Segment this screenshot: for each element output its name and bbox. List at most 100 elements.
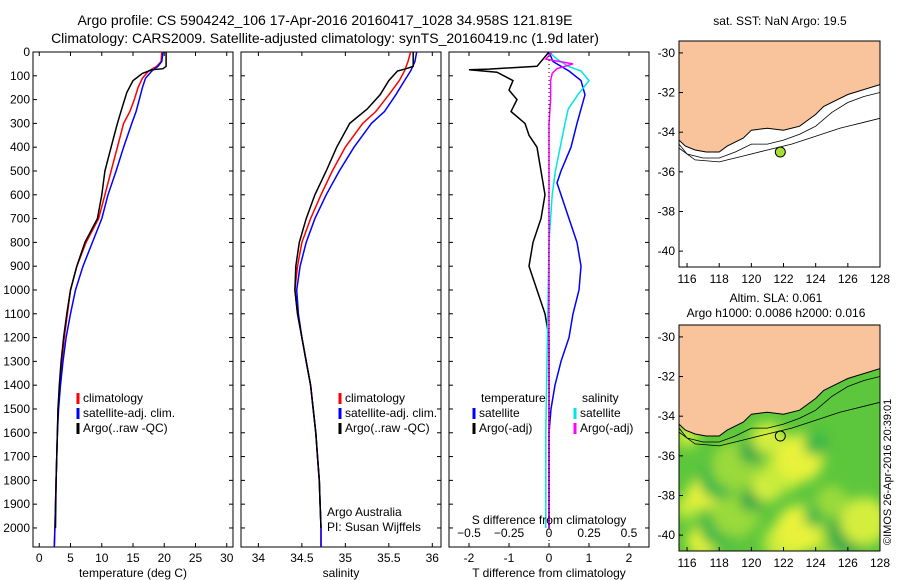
salinity-panel: 34 34.5 35 35.5 36 salinity climatologysatelli… (240, 51, 442, 580)
y-tick-label: 1600 (3, 426, 30, 440)
legend-entry: Argo(-adj) (580, 421, 633, 435)
legend-entry: satellite-adj. clim. (345, 406, 437, 420)
y-tick-label: 1300 (3, 354, 30, 368)
x-tick-label: 122 (774, 556, 794, 570)
x-tick-label: 116 (677, 272, 696, 286)
legend-heading: salinity (582, 391, 619, 405)
difference-series-group (468, 52, 590, 528)
legend-entry: Argo(..raw -QC) (345, 421, 430, 435)
land-mass (679, 41, 880, 153)
y-tick-label: 1500 (3, 402, 30, 416)
y-tick-label: 900 (10, 259, 30, 273)
y-tick-label: 1900 (3, 497, 30, 511)
x-tick-label: 36 (426, 551, 440, 565)
sst_map-frame (678, 40, 881, 268)
legend-entry: climatology (83, 391, 143, 405)
series-line (544, 52, 574, 528)
s-tick-label: 0.25 (577, 526, 601, 540)
x-tick-label: 34 (252, 551, 266, 565)
y-tick-label: 1100 (4, 307, 30, 321)
argo-float-marker (774, 430, 786, 442)
s-tick-label: −0.25 (494, 526, 525, 540)
isobath-line (679, 92, 880, 159)
x-tick-label: 126 (838, 272, 858, 286)
y-tick-label: -32 (658, 86, 676, 100)
y-tick-label: 0 (23, 45, 30, 59)
x-tick-label: 118 (710, 272, 729, 286)
y-tick-label: 600 (10, 188, 30, 202)
sla-blob (839, 497, 880, 546)
y-tick-label: 500 (10, 164, 30, 178)
land-mass (679, 325, 880, 437)
x-tick-label: 35.5 (377, 551, 401, 565)
header-line-2: Climatology: CARS2009. Satellite-adjuste… (51, 30, 599, 46)
temperature-frame (32, 51, 234, 548)
x-tick-label: 5 (67, 551, 74, 565)
y-tick-label: 100 (10, 69, 30, 83)
x-tick-label: 2 (626, 551, 633, 565)
legend-entry: climatology (345, 391, 405, 405)
legend-heading: temperature (481, 391, 546, 405)
legend-entry: Argo(-adj) (479, 421, 532, 435)
y-tick-label: 800 (10, 235, 30, 249)
y-tick-label: 400 (10, 140, 30, 154)
isobath-line (679, 376, 880, 443)
salinity-frame (240, 51, 442, 548)
y-tick-label: 1800 (3, 473, 30, 487)
sst_map-content (679, 41, 880, 163)
y-tick-label: -38 (658, 488, 676, 502)
s-tick-label: 0 (546, 526, 553, 540)
legend-entry: satellite-adj. clim. (83, 406, 175, 420)
y-tick-label: 1000 (3, 283, 30, 297)
x-tick-label: 35 (339, 551, 353, 565)
x-tick-label: 10 (95, 551, 109, 565)
series-line (545, 52, 590, 528)
panel-annotation: PI: Susan Wijffels (327, 520, 421, 534)
series-line (468, 52, 550, 528)
y-tick-label: -40 (658, 244, 676, 258)
difference-panel: -2 -1 0 1 2T difference from climatology −0.5… (448, 51, 650, 580)
sla-blob (803, 431, 828, 456)
sst-map: 116 118 120 122 124 126 128 -30 -32 -34 -36 -38 -40 s… (658, 14, 891, 286)
y-tick-label: 1200 (3, 331, 30, 345)
sla-blob (751, 422, 784, 454)
legend-entry: satellite (580, 406, 621, 420)
s-tick-label: −0.5 (457, 526, 481, 540)
x-tick-label: 0 (36, 551, 43, 565)
y-tick-label: 700 (10, 212, 30, 226)
x-tick-label: 30 (220, 551, 234, 565)
x-axis-label: salinity (323, 566, 360, 580)
y-tick-label: 200 (10, 93, 30, 107)
y-tick-label: -30 (658, 330, 676, 344)
x-tick-label: 120 (741, 556, 761, 570)
panel-annotation: Argo Australia (327, 505, 402, 519)
x-tick-label: 124 (806, 272, 826, 286)
sla-map: 116 118 120 122 124 126 128 -30 -32 -34 -36 -38 -40 A… (658, 291, 891, 570)
map-title: Altim. SLA: 0.061 (730, 291, 823, 305)
legend-entry: Argo(..raw -QC) (83, 421, 168, 435)
x-tick-label: 128 (870, 272, 890, 286)
x-tick-label: 118 (710, 556, 729, 570)
y-tick-label: -34 (658, 409, 676, 423)
series-line (54, 52, 167, 529)
x-tick-label: 124 (806, 556, 826, 570)
s-axis-label: S difference from climatology (472, 513, 627, 527)
salinity-series-group (294, 52, 418, 547)
x-tick-label: 126 (838, 556, 858, 570)
map-title: Argo h1000: 0.0086 h2000: 0.016 (687, 306, 866, 320)
x-tick-label: 128 (870, 556, 890, 570)
series-line (294, 52, 414, 529)
x-tick-label: -1 (504, 551, 515, 565)
argo-float-marker (774, 146, 786, 158)
y-tick-label: -32 (658, 370, 676, 384)
x-tick-label: 120 (741, 272, 761, 286)
x-tick-label: 15 (126, 551, 140, 565)
x-tick-label: 116 (677, 556, 696, 570)
map-title: sat. SST: NaN Argo: 19.5 (713, 14, 847, 28)
s-tick-label: 0.5 (621, 526, 638, 540)
y-tick-label: -34 (658, 125, 676, 139)
header-line-1: Argo profile: CS 5904242_106 17-Apr-2016… (77, 12, 573, 28)
legend-entry: satellite (479, 406, 520, 420)
y-tick-label: 2000 (3, 521, 30, 535)
x-axis-label: T difference from climatology (472, 566, 626, 580)
